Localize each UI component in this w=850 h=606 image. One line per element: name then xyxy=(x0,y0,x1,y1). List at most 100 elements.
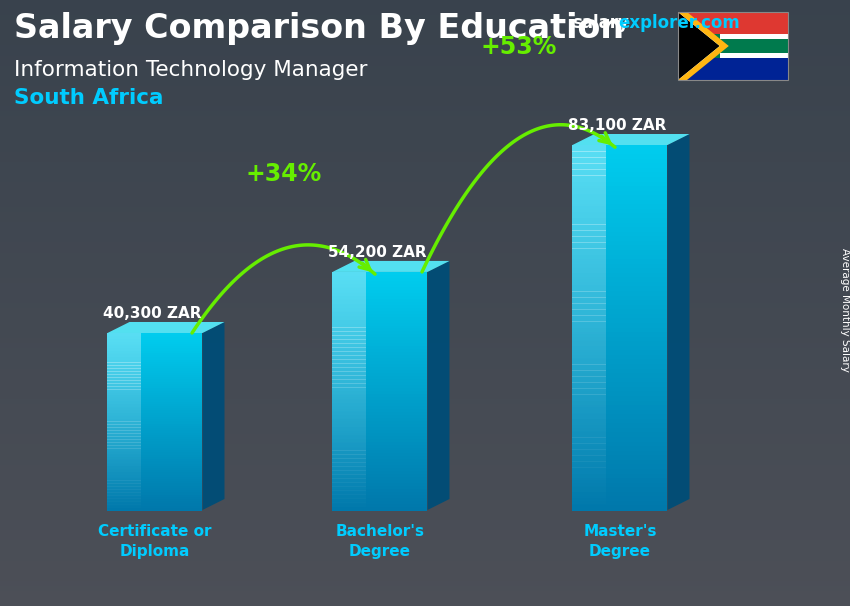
Bar xyxy=(107,488,202,491)
Bar xyxy=(107,416,141,419)
Bar xyxy=(332,355,428,359)
Bar xyxy=(332,371,366,376)
Bar xyxy=(107,410,141,413)
Bar xyxy=(0,182,850,188)
Bar xyxy=(107,424,141,428)
Bar xyxy=(332,379,366,384)
Bar xyxy=(573,318,667,324)
Bar xyxy=(332,370,428,374)
Bar xyxy=(332,415,428,418)
Bar xyxy=(332,439,366,443)
Bar xyxy=(107,478,141,481)
Bar xyxy=(573,150,667,155)
Bar xyxy=(0,116,850,122)
Bar xyxy=(332,409,428,412)
Bar xyxy=(678,12,788,35)
Bar xyxy=(332,495,428,499)
Bar xyxy=(332,459,428,463)
Bar xyxy=(107,401,141,404)
Bar xyxy=(573,346,667,351)
Bar xyxy=(573,455,606,462)
Bar xyxy=(678,58,788,80)
Bar xyxy=(332,302,428,305)
Bar xyxy=(332,311,366,316)
Bar xyxy=(332,442,428,445)
Bar xyxy=(107,507,141,510)
Bar xyxy=(0,414,850,420)
Bar xyxy=(0,576,850,582)
Bar xyxy=(332,456,428,460)
Bar xyxy=(573,350,667,355)
Bar xyxy=(573,485,606,492)
Bar xyxy=(332,291,366,296)
Bar xyxy=(332,363,366,368)
Bar xyxy=(0,10,850,16)
Bar xyxy=(573,346,606,352)
Bar xyxy=(332,424,428,427)
Bar xyxy=(107,351,202,353)
Bar xyxy=(107,348,202,351)
Bar xyxy=(107,386,202,389)
Bar xyxy=(0,454,850,461)
Bar xyxy=(107,404,141,407)
Bar xyxy=(107,487,141,490)
Bar xyxy=(107,435,202,438)
Bar xyxy=(573,255,606,261)
Bar xyxy=(573,177,667,182)
Bar xyxy=(573,159,667,164)
Bar xyxy=(0,510,850,516)
Bar xyxy=(573,373,667,378)
Bar xyxy=(0,171,850,178)
Bar xyxy=(573,163,667,168)
Bar xyxy=(0,353,850,359)
Bar xyxy=(332,458,366,463)
Text: explorer.com: explorer.com xyxy=(618,14,740,32)
Bar xyxy=(573,407,606,413)
Bar xyxy=(0,399,850,405)
Text: salary: salary xyxy=(572,14,629,32)
Bar xyxy=(0,41,850,47)
Bar xyxy=(573,267,606,273)
Bar xyxy=(332,355,366,360)
Bar xyxy=(0,419,850,425)
Bar xyxy=(573,182,606,188)
Bar xyxy=(332,328,428,332)
Bar xyxy=(0,429,850,435)
Bar xyxy=(107,366,202,369)
Bar xyxy=(332,498,428,502)
Bar xyxy=(573,424,667,428)
Bar xyxy=(573,154,667,159)
Bar xyxy=(107,492,141,496)
Polygon shape xyxy=(107,322,224,333)
Bar xyxy=(0,298,850,304)
Bar xyxy=(573,473,667,479)
Bar xyxy=(573,268,667,273)
Bar xyxy=(107,348,141,351)
Bar xyxy=(107,470,202,473)
Bar xyxy=(107,428,202,431)
Bar xyxy=(332,494,366,499)
Bar xyxy=(332,453,428,457)
Bar xyxy=(332,383,366,387)
Bar xyxy=(332,501,428,505)
Text: Bachelor's
Degree: Bachelor's Degree xyxy=(336,524,424,559)
Bar xyxy=(0,45,850,52)
Bar xyxy=(107,473,202,475)
Bar xyxy=(332,275,428,278)
Bar xyxy=(573,336,667,342)
Bar xyxy=(0,565,850,571)
Bar xyxy=(0,61,850,67)
Bar xyxy=(107,371,202,373)
Bar xyxy=(0,348,850,355)
Bar xyxy=(573,340,606,346)
Bar xyxy=(573,182,667,187)
Bar xyxy=(332,376,428,379)
Bar xyxy=(107,505,202,508)
Bar xyxy=(0,293,850,299)
Bar xyxy=(107,504,202,506)
Bar xyxy=(573,300,667,305)
Bar xyxy=(332,411,366,415)
Bar xyxy=(573,396,667,401)
Bar xyxy=(332,272,366,276)
Bar xyxy=(332,442,366,447)
